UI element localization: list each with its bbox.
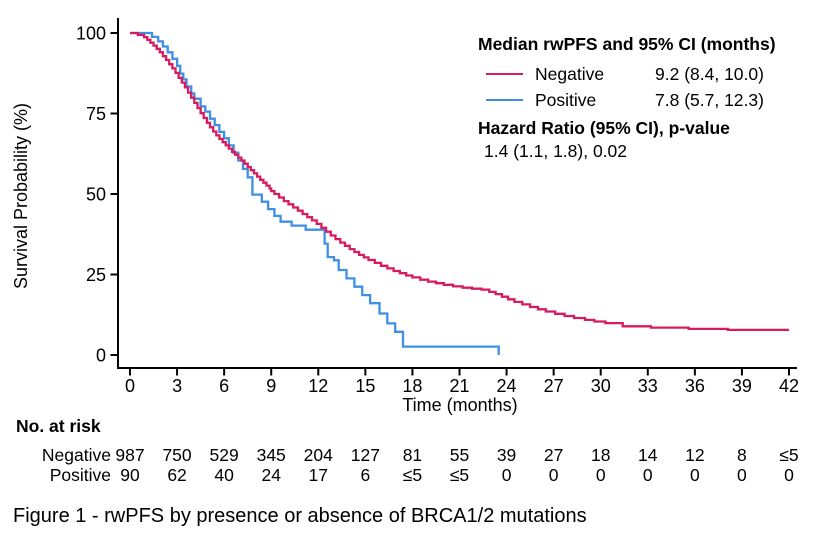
at-risk-value: 750 — [162, 445, 192, 465]
positive-line-swatch — [486, 99, 523, 101]
at-risk-value: ≤5 — [449, 465, 470, 485]
at-risk-value: 55 — [449, 445, 470, 465]
legend-median-positive: 7.8 (5.7, 12.3) — [655, 90, 764, 110]
at-risk-value: 0 — [501, 465, 512, 485]
legend-label-positive: Positive — [535, 90, 597, 110]
at-risk-value: 6 — [360, 465, 371, 485]
at-risk-value: ≤5 — [402, 465, 423, 485]
x-tick-label: 3 — [172, 376, 182, 396]
x-tick-label: 30 — [591, 376, 611, 396]
at-risk-value: 62 — [167, 465, 187, 485]
legend-median-negative: 9.2 (8.4, 10.0) — [655, 64, 764, 84]
legend: Median rwPFS and 95% CI (months) Negativ… — [478, 33, 818, 162]
x-tick-label: 33 — [638, 376, 658, 396]
x-tick-label: 15 — [355, 376, 375, 396]
at-risk-value: 27 — [543, 445, 564, 465]
x-tick-label: 18 — [402, 376, 422, 396]
legend-row-negative: Negative 9.2 (8.4, 10.0) — [478, 61, 818, 87]
at-risk-header: No. at risk — [16, 416, 101, 436]
figure-caption: Figure 1 - rwPFS by presence or absence … — [13, 505, 587, 527]
axis-spine — [117, 18, 797, 369]
at-risk-value: ≤5 — [779, 445, 799, 465]
x-tick-label: 12 — [308, 376, 328, 396]
legend-label-negative: Negative — [535, 64, 605, 84]
at-risk-value: 0 — [642, 465, 653, 485]
y-tick-label: 25 — [86, 265, 106, 285]
at-risk-value: 12 — [685, 445, 705, 465]
x-tick-label: 9 — [266, 376, 276, 396]
at-risk-value: 18 — [590, 445, 611, 465]
y-tick-label: 100 — [76, 24, 106, 44]
x-axis-label: Time (months) — [402, 395, 518, 415]
at-risk-value: 17 — [308, 465, 329, 485]
at-risk-value: 127 — [350, 445, 380, 465]
at-risk-row-label-negative: Negative — [41, 445, 111, 465]
x-tick-label: 6 — [219, 376, 229, 396]
at-risk-value: 90 — [120, 465, 140, 485]
hazard-ratio-value: 1.4 (1.1, 1.8), 0.02 — [484, 141, 628, 161]
at-risk-value: 0 — [784, 465, 794, 485]
legend-row-positive: Positive 7.8 (5.7, 12.3) — [478, 87, 818, 113]
at-risk-value: 8 — [737, 445, 747, 465]
hazard-ratio-title: Hazard Ratio (95% CI), p-value — [478, 118, 730, 138]
at-risk-value: 987 — [115, 445, 145, 465]
legend-title: Median rwPFS and 95% CI (months) — [478, 34, 776, 54]
y-tick-label: 75 — [86, 104, 106, 124]
y-tick-label: 50 — [86, 185, 106, 205]
at-risk-value: 0 — [737, 465, 747, 485]
negative-line-swatch — [486, 73, 523, 75]
at-risk-value: 0 — [548, 465, 559, 485]
at-risk-value: 0 — [689, 465, 700, 485]
y-tick-label: 0 — [96, 346, 106, 366]
x-tick-label: 36 — [685, 376, 705, 396]
at-risk-value: 40 — [214, 465, 234, 485]
x-tick-label: 24 — [497, 376, 517, 396]
at-risk-value: 39 — [496, 445, 517, 465]
x-tick-label: 21 — [449, 376, 469, 396]
at-risk-value: 529 — [209, 445, 239, 465]
x-tick-label: 0 — [125, 376, 135, 396]
at-risk-value: 81 — [402, 445, 423, 465]
at-risk-value: 0 — [595, 465, 606, 485]
negative-curve — [130, 31, 789, 332]
at-risk-value: 14 — [638, 445, 658, 465]
x-tick-label: 42 — [779, 376, 799, 396]
at-risk-value: 345 — [256, 445, 286, 465]
at-risk-value: 204 — [303, 445, 333, 465]
y-axis-label: Survival Probability (%) — [11, 102, 31, 290]
at-risk-row-label-positive: Positive — [49, 465, 111, 485]
at-risk-value: 24 — [261, 465, 281, 485]
x-tick-label: 39 — [732, 376, 752, 396]
positive-curve — [130, 31, 500, 355]
x-tick-label: 27 — [544, 376, 564, 396]
